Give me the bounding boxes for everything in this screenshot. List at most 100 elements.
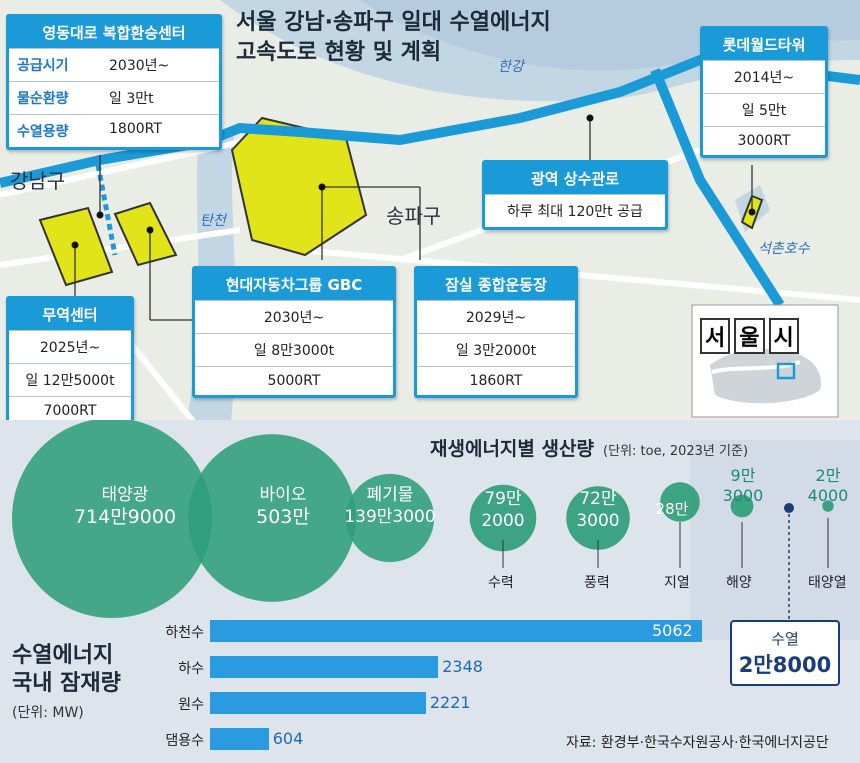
card-row: 일 5만t: [703, 93, 825, 126]
below-leader-lines: [502, 518, 829, 568]
bubble-바이오: [188, 434, 356, 602]
card-row: 5000RT: [195, 366, 393, 395]
card-title: 광역 상수관로: [485, 163, 665, 194]
renewable-title: 재생에너지별 생산량: [430, 438, 594, 460]
row-value: 1800RT: [109, 121, 162, 137]
card-row: 1860RT: [417, 366, 575, 395]
bubble-label-bio: 바이오 503만: [228, 484, 338, 528]
bubble-label-geo: 28만: [655, 500, 689, 518]
bubble-태양열: [822, 500, 834, 512]
bar-value-label: 5062: [652, 621, 693, 640]
row-value: 일 3만t: [109, 91, 154, 107]
card-jamsil: 잠실 종합운동장 2029년~ 일 3만2000t 1860RT: [414, 266, 578, 398]
headline-line1: 서울 강남·송파구 일대 수열에너지: [236, 10, 551, 35]
below-label-hydro: 수력: [488, 575, 514, 591]
card-lotte: 롯데월드타워 2014년~ 일 5만t 3000RT: [700, 26, 828, 158]
bubble-label-solar-heat: 2만 4000: [807, 466, 849, 505]
card-title: 영동대로 복합환승센터: [9, 17, 219, 48]
below-label-solar-heat: 태양열: [808, 575, 847, 591]
card-row: 2025년~: [9, 330, 131, 363]
card-gbc: 현대자동차그룹 GBC 2030년~ 일 8만3000t 5000RT: [192, 266, 396, 398]
row-value: 2030년~: [109, 58, 170, 74]
renewable-heading: 재생에너지별 생산량 (단위: toe, 2023년 기준): [430, 434, 748, 461]
bar-category-label: 하수: [178, 661, 204, 677]
bubble-value: 714만9000: [73, 506, 177, 528]
row-key: 공급시기: [17, 58, 69, 74]
highlight-name: 수열: [771, 630, 799, 648]
bubble-value: 139만3000: [344, 507, 436, 527]
highlight-box-seawater: 수열 2만8000: [730, 620, 840, 686]
bar-category-label: 하천수: [165, 625, 204, 641]
card-row: 2014년~: [703, 60, 825, 93]
below-label-wind: 풍력: [584, 575, 610, 591]
bubble-value: 503만: [256, 506, 310, 528]
potential-title-2: 국내 잠재량: [12, 671, 121, 696]
headline: 서울 강남·송파구 일대 수열에너지 고속도로 현황 및 계획: [236, 8, 551, 68]
card-pipeline: 광역 상수관로 하루 최대 120만t 공급: [482, 160, 668, 230]
inset-title: 서 울 시: [700, 318, 799, 354]
seokchon-lake-label: 석촌호수: [758, 241, 810, 257]
card-row: 3000RT: [703, 126, 825, 155]
bubble-지열: [660, 482, 700, 522]
card-title: 무역센터: [9, 299, 131, 330]
bar-value-label: 604: [272, 729, 304, 748]
bar-value-label: 2221: [429, 693, 471, 712]
pipeline-branch: [650, 68, 785, 308]
card-title: 현대자동차그룹 GBC: [195, 269, 393, 300]
bar: [210, 620, 702, 642]
source-note: 자료: 환경부·한국수자원공사·한국에너지공단: [566, 735, 829, 751]
card-trade-center: 무역센터 2025년~ 일 12만5000t 7000RT: [6, 296, 134, 428]
card-row: 수열용량 1800RT: [9, 114, 219, 147]
potential-bar-chart: 하천수 5062 하수 2348 원수 2221 댐용수 604: [0, 420, 860, 763]
card-row: 일 12만5000t: [9, 363, 131, 396]
highlight-value: 2만8000: [738, 653, 832, 677]
bubble-name: 태양광: [101, 485, 149, 505]
bar: [210, 728, 269, 750]
bar-category-label: 댐용수: [165, 733, 204, 749]
map-area: 서울 강남·송파구 일대 수열에너지 고속도로 현황 및 계획 강남구 송파구 …: [0, 0, 860, 430]
statistics-area: 재생에너지별 생산량 (단위: toe, 2023년 기준) 태양광 714만9…: [0, 420, 860, 763]
below-label-geo: 지열: [664, 575, 690, 591]
han-river-label: 한강: [498, 59, 524, 75]
card-row: 2030년~: [195, 300, 393, 333]
bubble-label-hydro: 79만 2000: [481, 489, 525, 531]
jamsil-site: [230, 116, 368, 257]
potential-heading: 수열에너지 국내 잠재량 (단위: MW): [12, 642, 121, 722]
tancheon-label: 탄천: [200, 213, 226, 229]
bubble-수력: [469, 484, 537, 552]
bubble-풍력: [566, 486, 630, 550]
card-title: 롯데월드타워: [703, 29, 825, 60]
bar-value-label: 2348: [442, 657, 483, 676]
card-yeongdong: 영동대로 복합환승센터 공급시기 2030년~ 물순환량 일 3만t 수열용량 180…: [6, 14, 222, 150]
headline-line2: 고속도로 현황 및 계획: [236, 40, 442, 65]
card-row: 일 3만2000t: [417, 333, 575, 366]
bubble-name: 바이오: [259, 485, 307, 505]
bubble-해양: [730, 494, 754, 518]
potential-unit: (단위: MW): [12, 705, 84, 721]
district-gangnam: 강남구: [10, 169, 66, 193]
card-row: 7000RT: [9, 396, 131, 425]
inset-char-3: 시: [768, 318, 799, 354]
row-key: 수열용량: [17, 124, 69, 140]
bubble-name: 폐기물: [366, 485, 414, 505]
bubble-label-solar: 태양광 714만9000: [40, 484, 210, 528]
card-row: 일 8만3000t: [195, 333, 393, 366]
district-songpa: 송파구: [386, 204, 442, 228]
card-row: 하루 최대 120만t 공급: [485, 194, 665, 227]
bubble-태양광: [12, 420, 212, 618]
bubble-label-ocean: 9만 3000: [722, 466, 764, 505]
inset-char-2: 울: [734, 318, 765, 354]
card-row: 물순환량 일 3만t: [9, 81, 219, 114]
bar: [210, 656, 439, 678]
potential-title-1: 수열에너지: [12, 643, 114, 668]
bubble-label-wind: 72만 3000: [576, 489, 620, 531]
bubble-label-waste: 폐기물 139만3000: [340, 484, 440, 528]
renewable-unit: (단위: toe, 2023년 기준): [603, 444, 749, 459]
card-row: 공급시기 2030년~: [9, 48, 219, 81]
row-key: 물순환량: [17, 91, 69, 107]
below-label-ocean: 해양: [726, 575, 752, 591]
inset-char-1: 서: [700, 318, 731, 354]
card-row: 2029년~: [417, 300, 575, 333]
gbc-site: [113, 201, 178, 267]
bar: [210, 692, 426, 714]
